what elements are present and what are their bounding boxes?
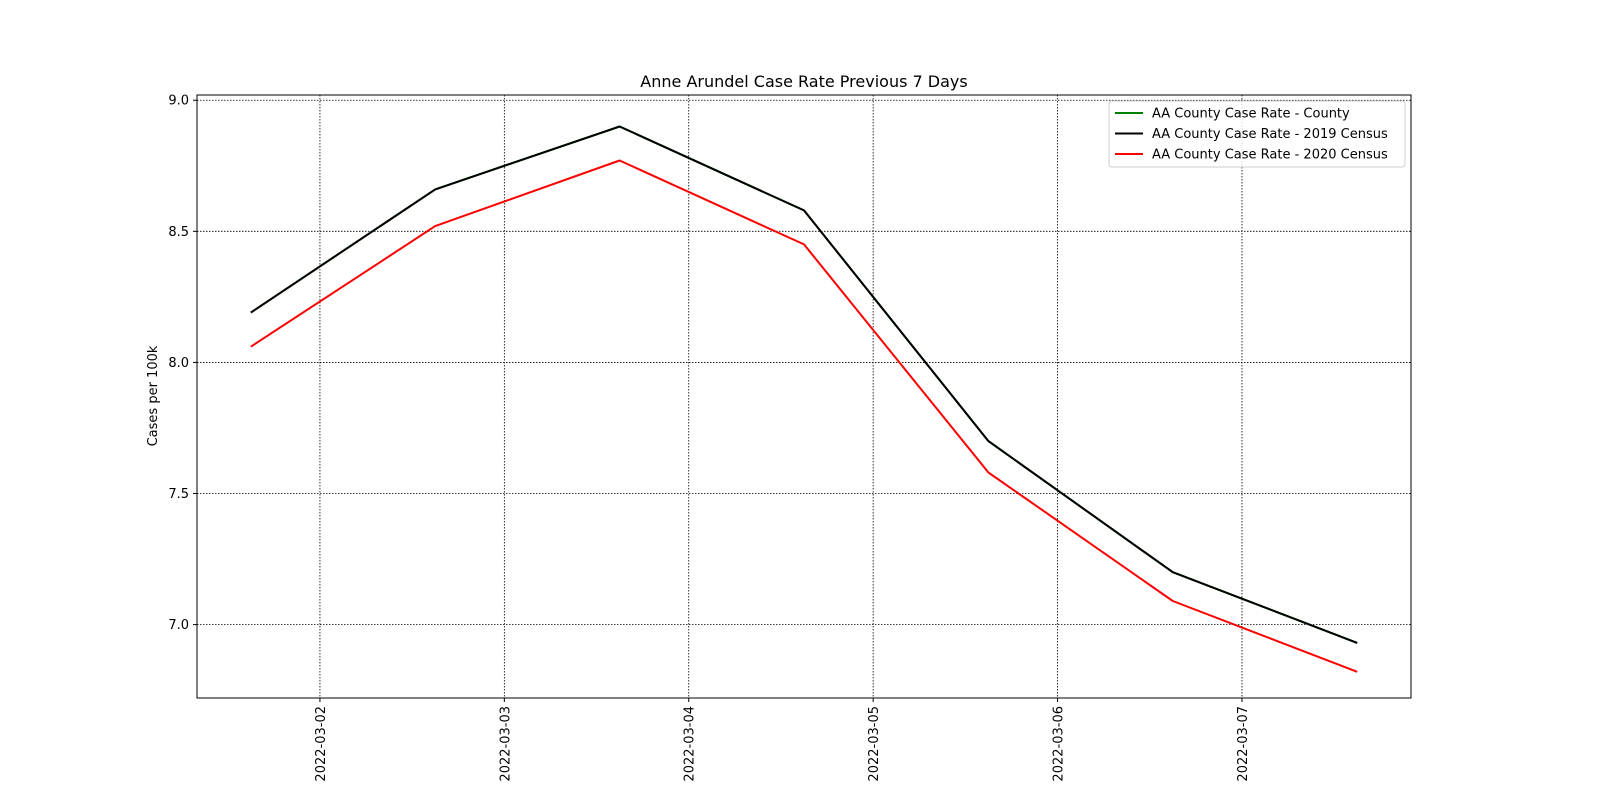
chart-title: Anne Arundel Case Rate Previous 7 Days [640, 72, 967, 91]
x-tick-label: 2022-03-06 [1052, 706, 1067, 782]
plot-area-frame [196, 94, 1412, 699]
series-lines [250, 125, 1358, 673]
x-tick-label: 2022-03-02 [314, 706, 329, 782]
legend-entry-label: AA County Case Rate - County [1152, 107, 1350, 122]
axis-ticks: 7.0 7.5 8.0 8.5 9.0 2022-03-02 2022-03-03 2022-… [168, 94, 1251, 782]
legend-box [1108, 100, 1406, 168]
series-line-0 [250, 125, 1358, 644]
y-tick-label: 8.5 [168, 225, 189, 240]
y-tick-label: 7.5 [168, 487, 189, 502]
series-line-1 [250, 125, 1358, 644]
legend: AA County Case Rate - County AA County Ca… [1108, 100, 1406, 168]
series-line-2 [250, 159, 1358, 673]
x-tick-label: 2022-03-07 [1236, 706, 1251, 782]
x-tick-label: 2022-03-04 [683, 706, 698, 782]
y-axis-label: Cases per 100k [146, 345, 161, 446]
x-tick-label: 2022-03-05 [867, 706, 882, 782]
y-tick-label: 9.0 [168, 94, 189, 109]
x-tick-label: 2022-03-03 [498, 706, 513, 782]
legend-entry-label: AA County Case Rate - 2019 Census [1152, 127, 1388, 142]
gridlines [197, 95, 1411, 698]
legend-entry-label: AA County Case Rate - 2020 Census [1152, 148, 1388, 163]
y-tick-label: 8.0 [168, 356, 189, 371]
y-tick-label: 7.0 [168, 618, 189, 633]
